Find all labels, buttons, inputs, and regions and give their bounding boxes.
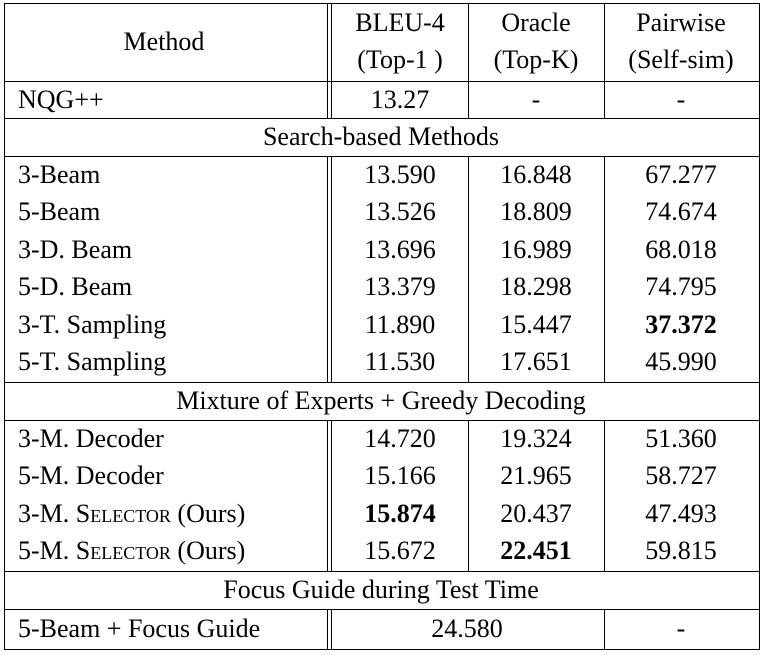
- row-pairwise: -: [676, 614, 686, 643]
- double-rule-b-top: [331, 3, 332, 119]
- col-rule-2-s2: [604, 420, 605, 572]
- rule-below-section3-title: [4, 609, 760, 610]
- row-method: 3-T. Sampling: [18, 310, 167, 339]
- double-rule-a-s2: [327, 420, 328, 572]
- header-bleu-line2: (Top-1 ): [357, 45, 443, 74]
- section-title: Mixture of Experts + Greedy Decoding: [176, 386, 586, 415]
- baseline-bleu: 13.27: [370, 85, 430, 114]
- rule-top: [4, 3, 760, 4]
- row-oracle: 16.848: [500, 160, 572, 189]
- rule-bottom: [4, 649, 760, 650]
- row-bleu: 15.672: [364, 536, 436, 565]
- method-prefix: 3-M.: [18, 499, 76, 528]
- col-rule-1-top: [468, 3, 469, 119]
- rule-below-header: [4, 81, 760, 82]
- row-oracle: 17.651: [500, 347, 572, 376]
- row-oracle-best: 22.451: [500, 536, 572, 565]
- row-pairwise: 68.018: [645, 235, 717, 264]
- row-bleu: 13.590: [364, 160, 436, 189]
- row-method: 5-D. Beam: [18, 272, 133, 301]
- row-oracle: 20.437: [500, 499, 572, 528]
- rule-below-section1-title: [4, 156, 760, 157]
- row-bleu: 13.526: [364, 197, 436, 226]
- row-pairwise: 74.674: [645, 197, 717, 226]
- rule-below-baseline: [4, 118, 760, 119]
- row-method-selector: 5-M. Selector (Ours): [18, 536, 245, 566]
- row-oracle: 18.809: [500, 197, 572, 226]
- row-bleu: 15.166: [364, 461, 436, 490]
- row-pairwise: 51.360: [645, 424, 717, 453]
- double-rule-a-s3: [327, 609, 328, 650]
- double-rule-a-top: [327, 3, 328, 119]
- double-rule-b-s2: [331, 420, 332, 572]
- border-right: [759, 3, 760, 650]
- row-pairwise: 59.815: [645, 536, 717, 565]
- row-bleu: 11.890: [364, 310, 436, 339]
- row-pairwise: 67.277: [645, 160, 717, 189]
- row-oracle: 18.298: [500, 272, 572, 301]
- row-method: 3-M. Decoder: [18, 424, 164, 453]
- method-suffix: (Ours): [170, 499, 246, 528]
- row-oracle: 19.324: [500, 424, 572, 453]
- method-suffix: (Ours): [170, 536, 246, 565]
- row-method: 3-D. Beam: [18, 235, 133, 264]
- border-left: [4, 3, 5, 650]
- rule-below-section2-title: [4, 420, 760, 421]
- col-rule-1-s2: [468, 420, 469, 572]
- col-rule-2-s3: [604, 609, 605, 650]
- rule-below-section2: [4, 571, 760, 572]
- baseline-method: NQG++: [18, 85, 104, 114]
- col-rule-1-s1: [468, 156, 469, 383]
- section-title: Focus Guide during Test Time: [223, 575, 539, 604]
- row-bleu-best: 15.874: [364, 499, 436, 528]
- method-prefix: 5-M.: [18, 536, 76, 565]
- double-rule-b-s1: [331, 156, 332, 383]
- header-bleu-line1: BLEU-4: [355, 8, 445, 37]
- row-merged-bleu-oracle: 24.580: [431, 614, 503, 643]
- double-rule-a-s1: [327, 156, 328, 383]
- double-rule-b-s3: [331, 609, 332, 650]
- rule-below-section1: [4, 382, 760, 383]
- header-method: Method: [123, 27, 205, 56]
- col-rule-2-top: [604, 3, 605, 119]
- col-rule-2-s1: [604, 156, 605, 383]
- header-pairwise-line1: Pairwise: [636, 8, 726, 37]
- row-pairwise-best: 37.372: [645, 310, 717, 339]
- row-oracle: 16.989: [500, 235, 572, 264]
- row-method: 5-T. Sampling: [18, 347, 167, 376]
- header-oracle-line2: (Top-K): [493, 45, 579, 74]
- row-method: 5-Beam + Focus Guide: [18, 614, 261, 643]
- row-oracle: 21.965: [500, 461, 572, 490]
- row-pairwise: 45.990: [645, 347, 717, 376]
- row-method: 5-Beam: [18, 197, 101, 226]
- row-method: 3-Beam: [18, 160, 101, 189]
- row-method: 5-M. Decoder: [18, 461, 164, 490]
- header-oracle-line1: Oracle: [501, 8, 571, 37]
- method-selector-smallcaps: Selector: [75, 536, 171, 565]
- baseline-pairwise: -: [676, 85, 686, 114]
- row-bleu: 13.696: [364, 235, 436, 264]
- row-bleu: 14.720: [364, 424, 436, 453]
- row-bleu: 13.379: [364, 272, 436, 301]
- row-pairwise: 74.795: [645, 272, 717, 301]
- baseline-oracle: -: [531, 85, 541, 114]
- row-pairwise: 47.493: [645, 499, 717, 528]
- row-pairwise: 58.727: [645, 461, 717, 490]
- row-method-selector: 3-M. Selector (Ours): [18, 499, 245, 529]
- header-pairwise-line2: (Self-sim): [628, 45, 734, 74]
- row-bleu: 11.530: [364, 347, 436, 376]
- method-selector-smallcaps: Selector: [75, 499, 171, 528]
- section-title: Search-based Methods: [262, 122, 500, 151]
- row-oracle: 15.447: [500, 310, 572, 339]
